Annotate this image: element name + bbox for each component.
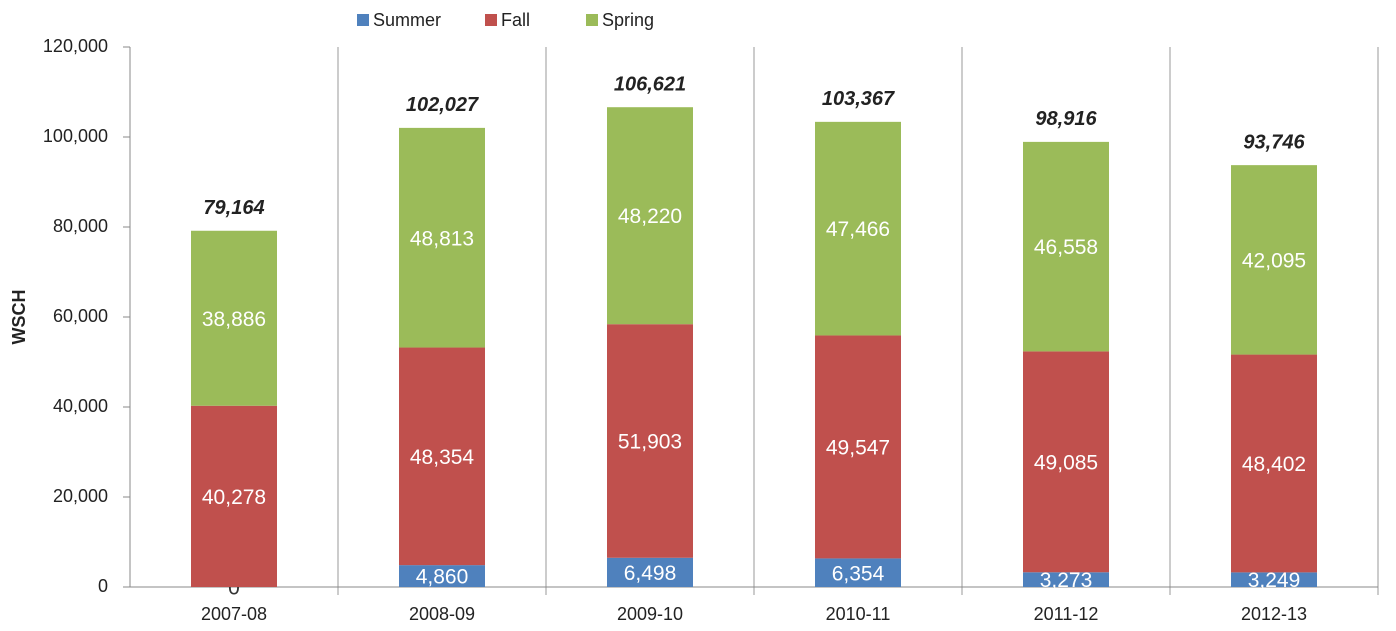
segment-label: 6,354 xyxy=(832,562,885,585)
segment-label: 3,273 xyxy=(1040,569,1093,592)
bar-segment xyxy=(815,121,901,336)
y-tick-label: 120,000 xyxy=(43,36,108,56)
segment-label: 6,498 xyxy=(624,562,677,585)
legend-label: Summer xyxy=(373,10,441,30)
total-label: 103,367 xyxy=(822,88,895,110)
bar-segment xyxy=(607,557,693,587)
bar-segment xyxy=(815,335,901,559)
bar-segment xyxy=(607,107,693,325)
segment-label: 48,354 xyxy=(410,446,475,469)
segment-label: 46,558 xyxy=(1034,236,1098,259)
y-tick-label: 0 xyxy=(98,576,108,596)
x-tick-label: 2012-13 xyxy=(1241,604,1307,624)
segment-label: 40,278 xyxy=(202,486,266,509)
bar-segment xyxy=(607,324,693,558)
bar-segment xyxy=(815,558,901,587)
legend-swatch xyxy=(485,14,497,26)
total-label: 106,621 xyxy=(614,73,686,95)
legend-label: Spring xyxy=(602,10,654,30)
bar-segment xyxy=(1231,165,1317,355)
legend-swatch xyxy=(586,14,598,26)
total-label: 93,746 xyxy=(1243,131,1305,153)
y-tick-label: 20,000 xyxy=(53,486,108,506)
segment-label: 49,085 xyxy=(1034,451,1098,474)
segment-label: 48,813 xyxy=(410,227,474,250)
bar-segment xyxy=(1023,141,1109,352)
bar-segment xyxy=(191,230,277,406)
y-axis-label: WSCH xyxy=(9,290,29,345)
y-tick-label: 100,000 xyxy=(43,126,108,146)
segment-label: 3,249 xyxy=(1248,569,1301,592)
total-label: 102,027 xyxy=(406,94,479,116)
segment-label: 48,402 xyxy=(1242,453,1306,476)
x-tick-label: 2009-10 xyxy=(617,604,683,624)
bar-segment xyxy=(399,565,485,587)
bar-segment xyxy=(1231,572,1317,587)
bar-segment xyxy=(191,405,277,587)
segment-label: 47,466 xyxy=(826,218,890,241)
segment-label: 38,886 xyxy=(202,308,266,331)
bar-segment xyxy=(1023,572,1109,587)
total-label: 79,164 xyxy=(203,197,264,219)
y-tick-label: 40,000 xyxy=(53,396,108,416)
y-tick-label: 60,000 xyxy=(53,306,108,326)
x-tick-label: 2011-12 xyxy=(1034,604,1099,624)
bar-segment xyxy=(399,127,485,348)
x-tick-label: 2008-09 xyxy=(409,604,475,624)
segment-label: 51,903 xyxy=(618,431,682,454)
segment-label: 48,220 xyxy=(618,205,682,228)
y-tick-label: 80,000 xyxy=(53,216,108,236)
bar-segment xyxy=(399,347,485,566)
bar-segment xyxy=(1023,351,1109,573)
segment-label: 49,547 xyxy=(826,436,890,459)
legend-label: Fall xyxy=(501,10,530,30)
segment-label: 0 xyxy=(228,577,240,600)
legend-swatch xyxy=(357,14,369,26)
x-tick-label: 2007-08 xyxy=(201,604,267,624)
segment-label: 42,095 xyxy=(1242,249,1306,272)
total-label: 98,916 xyxy=(1035,108,1097,130)
bar-segment xyxy=(1231,354,1317,573)
segment-label: 4,860 xyxy=(416,566,469,589)
x-tick-label: 2010-11 xyxy=(826,604,891,624)
